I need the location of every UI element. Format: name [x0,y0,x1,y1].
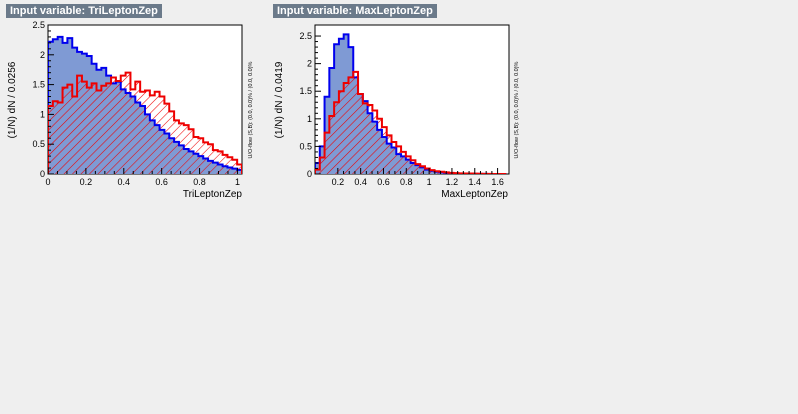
y-tick-label: 2 [40,50,45,60]
x-axis-label: MaxLeptonZep [441,189,508,200]
x-tick-label: 0 [45,177,50,187]
histogram-marks [48,35,242,174]
x-tick-label: 0.2 [80,177,93,187]
chart-title-tri-lepton-zep: Input variable: TriLeptonZep [6,4,162,18]
axis-ticks: 0.2 0.4 0.6 0.8 1 1.2 1.4 1.6 0 0.5 1 1.5 2 2.5 [299,31,503,187]
background-histogram-hatch [48,72,242,174]
y-tick-label: 2.5 [32,20,45,30]
y-tick-label: 2 [307,59,312,69]
y-tick-label: 1.5 [32,80,45,90]
y-tick-label: 0 [307,169,312,179]
y-tick-label: 2.5 [299,31,312,41]
x-tick-label: 1 [235,177,240,187]
x-tick-label: 1.2 [446,177,459,187]
x-tick-label: 0.4 [118,177,131,187]
y-axis-label: (1/N) dN / 0.0256 [7,61,18,138]
overflow-label: U/O-flow (S,B): (0.0, 0.0)% / (0.0, 0.0)… [248,61,254,158]
x-tick-label: 0.6 [377,177,390,187]
y-tick-label: 0 [40,169,45,179]
background-histogram-line [315,70,507,174]
x-tick-label: 0.2 [332,177,345,187]
signal-histogram-line [48,35,242,174]
y-tick-label: 0.5 [32,139,45,149]
y-tick-label: 1.5 [299,86,312,96]
y-tick-label: 1 [307,114,312,124]
chart-panel-max-lepton-zep: 0.2 0.4 0.6 0.8 1 1.2 1.4 1.6 0 0.5 1 1.5 2 2.5 MaxLe… [274,24,520,200]
x-tick-label: 1.6 [491,177,504,187]
y-tick-label: 0.5 [299,141,312,151]
x-tick-label: 0.8 [193,177,206,187]
overflow-label: U/O-flow (S,B): (0.0, 0.0)% / (0.0, 0.0)… [514,61,520,158]
y-tick-label: 1 [40,109,45,119]
chart-panel-tri-lepton-zep: 0 0.2 0.4 0.6 0.8 100.511.522.5 TriLeptonZep … [7,20,254,200]
chart-title-max-lepton-zep: Input variable: MaxLeptonZep [273,4,437,18]
axis-ticks: 0 0.2 0.4 0.6 0.8 1 0 0.5 1 1.5 2 2.5 [32,20,239,187]
x-tick-label: 0.6 [155,177,168,187]
x-tick-label: 0.8 [400,177,413,187]
x-tick-label: 1.4 [469,177,482,187]
x-axis-label: TriLeptonZep [183,189,243,200]
y-axis-label: (1/N) dN / 0.0419 [274,61,285,138]
background-histogram-line [48,71,242,174]
histogram-marks [315,33,507,174]
x-tick-label: 1 [427,177,432,187]
x-tick-label: 0.4 [354,177,367,187]
